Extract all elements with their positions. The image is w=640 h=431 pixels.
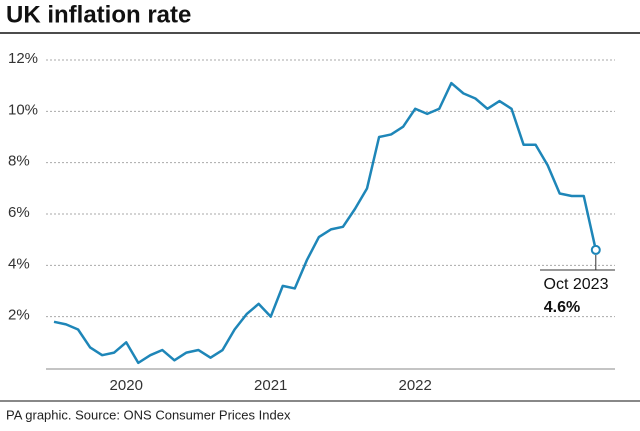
annotation-label: Oct 2023	[544, 276, 609, 293]
end-marker	[590, 244, 601, 255]
x-tick-label: 2022	[399, 377, 432, 394]
y-tick-label: 6%	[8, 204, 30, 221]
value-label: 4.6%	[544, 299, 580, 316]
chart-title: UK inflation rate	[6, 1, 191, 28]
x-tick-label: 2021	[254, 377, 287, 394]
y-tick-label: 12%	[8, 50, 38, 67]
y-tick-label: 8%	[8, 153, 30, 170]
y-tick-label: 2%	[8, 307, 30, 324]
source: PA graphic. Source: ONS Consumer Prices …	[6, 407, 291, 422]
y-tick-label: 4%	[8, 255, 30, 272]
x-tick-label: 2020	[110, 377, 143, 394]
y-tick-label: 10%	[8, 101, 38, 118]
line	[53, 81, 598, 365]
